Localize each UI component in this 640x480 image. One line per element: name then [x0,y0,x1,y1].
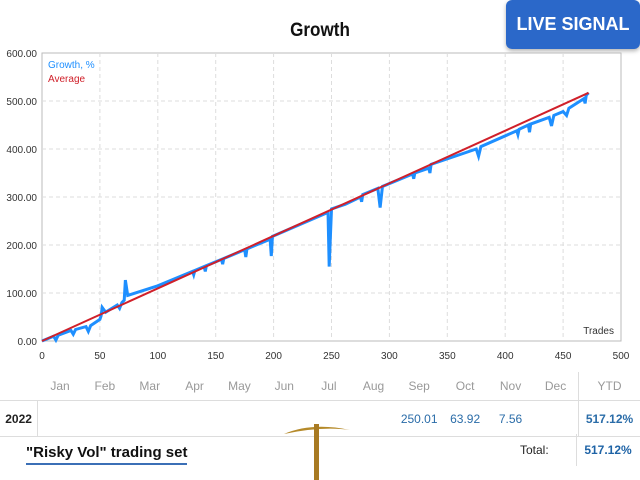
chart-title: Growth [290,20,350,41]
series-line-average [41,91,589,342]
month-header: Sep [408,379,430,393]
month-header: Apr [185,379,204,393]
month-value [172,400,217,437]
growth-chart: 0 50 100 150 200 250 300 350 400 450 500 0.00 100.00… [6,49,630,362]
month-header: Jan [50,379,70,393]
x-tick-label: 0 [39,351,45,362]
month-value: 7.56 [487,400,534,437]
x-axis-label: Trades [583,326,614,337]
y-tick-label: 200.00 [6,241,37,252]
month-value [351,400,397,437]
ytd-header: YTD [578,372,640,401]
y-tick-label: 100.00 [6,289,37,300]
month-value: 250.01 [396,400,443,437]
x-tick-label: 300 [381,351,398,362]
total-label: Total: [520,443,549,457]
month-value [37,400,83,437]
ytd-value: 517.12% [578,400,640,437]
total-value: 517.12% [576,434,639,466]
month-header: Nov [499,379,522,393]
month-value [533,400,579,437]
live-signal-button[interactable]: LIVE SIGNAL [506,0,640,49]
month-value: 63.92 [442,400,488,437]
month-header: Dec [544,379,567,393]
y-tick-label: 0.00 [18,337,38,348]
y-tick-label: 400.00 [6,145,37,156]
y-tick-label: 500.00 [6,97,37,108]
x-tick-label: 350 [439,351,456,362]
trading-set-name: "Risky Vol" trading set [26,444,188,465]
x-tick-label: 100 [149,351,166,362]
x-tick-label: 150 [207,351,224,362]
x-tick-label: 500 [613,351,630,362]
month-header: Jul [321,379,337,393]
x-tick-label: 450 [555,351,572,362]
y-tick-label: 600.00 [6,49,37,60]
x-tick-label: 200 [265,351,282,362]
x-tick-label: 400 [497,351,514,362]
month-header: Mar [139,379,161,393]
month-value [127,400,173,437]
month-header: Oct [455,379,475,393]
year-label: 2022 [0,400,39,437]
month-header: Feb [94,379,116,393]
x-tick-label: 250 [323,351,340,362]
y-tick-label: 300.00 [6,193,37,204]
legend-entry: Growth, % [48,60,95,71]
month-header: May [228,379,251,393]
x-tick-label: 50 [94,351,106,362]
month-header: Aug [362,379,385,393]
pickaxe-icon [284,424,350,480]
month-header: Jun [274,379,294,393]
month-value [216,400,262,437]
legend-entry: Average [48,74,86,85]
month-value [82,400,128,437]
